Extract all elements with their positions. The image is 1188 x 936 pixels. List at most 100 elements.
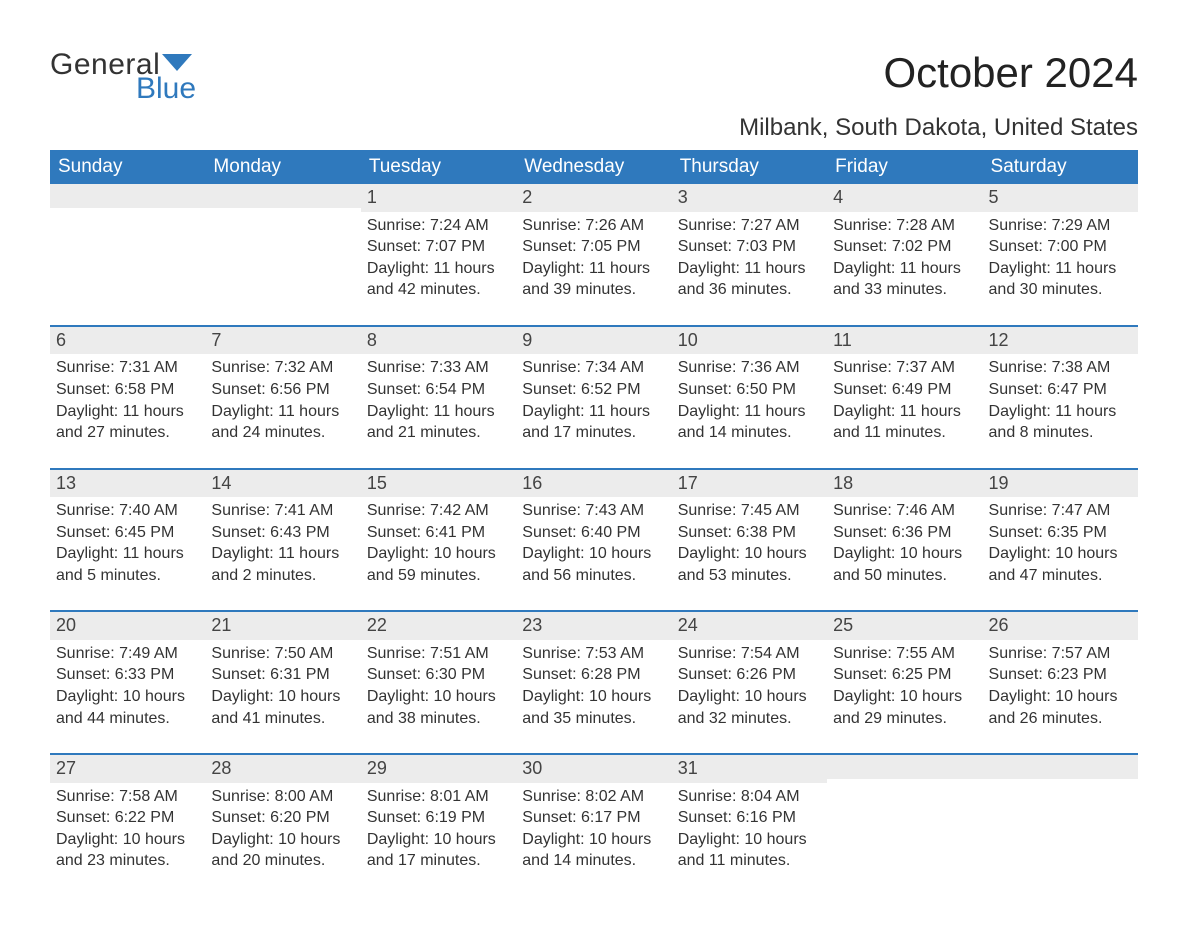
daylight-line: Daylight: 11 hours and 33 minutes. — [833, 258, 976, 301]
calendar-day-cell: 7Sunrise: 7:32 AMSunset: 6:56 PMDaylight… — [205, 326, 360, 469]
day-number: 14 — [205, 470, 360, 497]
sunset-line: Sunset: 6:25 PM — [833, 664, 976, 686]
day-body: Sunrise: 8:04 AMSunset: 6:16 PMDaylight:… — [672, 783, 827, 896]
daylight-line: Daylight: 10 hours and 50 minutes. — [833, 543, 976, 586]
calendar-day-cell: 11Sunrise: 7:37 AMSunset: 6:49 PMDayligh… — [827, 326, 982, 469]
day-number: 30 — [516, 755, 671, 782]
day-body: Sunrise: 7:55 AMSunset: 6:25 PMDaylight:… — [827, 640, 982, 753]
day-number: 12 — [983, 327, 1138, 354]
day-number: 19 — [983, 470, 1138, 497]
day-body: Sunrise: 8:01 AMSunset: 6:19 PMDaylight:… — [361, 783, 516, 896]
day-number: 21 — [205, 612, 360, 639]
weekday-header: Friday — [827, 150, 982, 184]
daylight-line: Daylight: 10 hours and 44 minutes. — [56, 686, 199, 729]
day-number: 24 — [672, 612, 827, 639]
sunset-line: Sunset: 6:47 PM — [989, 379, 1132, 401]
calendar-day-cell: 15Sunrise: 7:42 AMSunset: 6:41 PMDayligh… — [361, 469, 516, 612]
sunrise-line: Sunrise: 7:47 AM — [989, 500, 1132, 522]
calendar-day-cell: 20Sunrise: 7:49 AMSunset: 6:33 PMDayligh… — [50, 611, 205, 754]
day-body: Sunrise: 7:24 AMSunset: 7:07 PMDaylight:… — [361, 212, 516, 325]
sunrise-line: Sunrise: 7:28 AM — [833, 215, 976, 237]
calendar-day-cell: 13Sunrise: 7:40 AMSunset: 6:45 PMDayligh… — [50, 469, 205, 612]
daylight-line: Daylight: 11 hours and 17 minutes. — [522, 401, 665, 444]
daylight-line: Daylight: 10 hours and 17 minutes. — [367, 829, 510, 872]
location-subtitle: Milbank, South Dakota, United States — [739, 114, 1138, 142]
day-number: 27 — [50, 755, 205, 782]
day-body: Sunrise: 7:53 AMSunset: 6:28 PMDaylight:… — [516, 640, 671, 753]
day-body: Sunrise: 7:57 AMSunset: 6:23 PMDaylight:… — [983, 640, 1138, 753]
daylight-line: Daylight: 11 hours and 30 minutes. — [989, 258, 1132, 301]
sunrise-line: Sunrise: 7:27 AM — [678, 215, 821, 237]
calendar-day-cell: 6Sunrise: 7:31 AMSunset: 6:58 PMDaylight… — [50, 326, 205, 469]
sunrise-line: Sunrise: 7:58 AM — [56, 786, 199, 808]
day-body: Sunrise: 7:38 AMSunset: 6:47 PMDaylight:… — [983, 354, 1138, 467]
daylight-line: Daylight: 10 hours and 41 minutes. — [211, 686, 354, 729]
sunrise-line: Sunrise: 8:01 AM — [367, 786, 510, 808]
sunrise-line: Sunrise: 7:49 AM — [56, 643, 199, 665]
sunset-line: Sunset: 6:41 PM — [367, 522, 510, 544]
calendar-day-cell: 29Sunrise: 8:01 AMSunset: 6:19 PMDayligh… — [361, 754, 516, 896]
day-number: 23 — [516, 612, 671, 639]
weekday-header: Sunday — [50, 150, 205, 184]
calendar-day-cell: 3Sunrise: 7:27 AMSunset: 7:03 PMDaylight… — [672, 184, 827, 326]
day-body-empty — [983, 779, 1138, 891]
sunrise-line: Sunrise: 8:00 AM — [211, 786, 354, 808]
daylight-line: Daylight: 11 hours and 14 minutes. — [678, 401, 821, 444]
sunset-line: Sunset: 6:52 PM — [522, 379, 665, 401]
day-number: 20 — [50, 612, 205, 639]
sunrise-line: Sunrise: 7:43 AM — [522, 500, 665, 522]
day-number-empty — [50, 184, 205, 208]
calendar-day-cell: 2Sunrise: 7:26 AMSunset: 7:05 PMDaylight… — [516, 184, 671, 326]
day-number: 13 — [50, 470, 205, 497]
calendar-day-cell: 30Sunrise: 8:02 AMSunset: 6:17 PMDayligh… — [516, 754, 671, 896]
calendar-day-cell: 25Sunrise: 7:55 AMSunset: 6:25 PMDayligh… — [827, 611, 982, 754]
day-number: 31 — [672, 755, 827, 782]
sunrise-line: Sunrise: 7:40 AM — [56, 500, 199, 522]
daylight-line: Daylight: 10 hours and 59 minutes. — [367, 543, 510, 586]
day-body: Sunrise: 7:28 AMSunset: 7:02 PMDaylight:… — [827, 212, 982, 325]
day-body: Sunrise: 7:51 AMSunset: 6:30 PMDaylight:… — [361, 640, 516, 753]
calendar-day-cell: 1Sunrise: 7:24 AMSunset: 7:07 PMDaylight… — [361, 184, 516, 326]
calendar-day-cell: 17Sunrise: 7:45 AMSunset: 6:38 PMDayligh… — [672, 469, 827, 612]
weekday-header-row: Sunday Monday Tuesday Wednesday Thursday… — [50, 150, 1138, 184]
calendar-day-cell: 27Sunrise: 7:58 AMSunset: 6:22 PMDayligh… — [50, 754, 205, 896]
calendar-day-cell — [983, 754, 1138, 896]
daylight-line: Daylight: 10 hours and 56 minutes. — [522, 543, 665, 586]
daylight-line: Daylight: 11 hours and 27 minutes. — [56, 401, 199, 444]
sunset-line: Sunset: 6:45 PM — [56, 522, 199, 544]
sunset-line: Sunset: 6:50 PM — [678, 379, 821, 401]
sunrise-line: Sunrise: 7:34 AM — [522, 357, 665, 379]
day-number: 6 — [50, 327, 205, 354]
calendar-week-row: 27Sunrise: 7:58 AMSunset: 6:22 PMDayligh… — [50, 754, 1138, 896]
sunrise-line: Sunrise: 7:38 AM — [989, 357, 1132, 379]
sunrise-line: Sunrise: 7:55 AM — [833, 643, 976, 665]
sunrise-line: Sunrise: 7:50 AM — [211, 643, 354, 665]
calendar-day-cell: 5Sunrise: 7:29 AMSunset: 7:00 PMDaylight… — [983, 184, 1138, 326]
day-number-empty — [205, 184, 360, 208]
weekday-header: Thursday — [672, 150, 827, 184]
day-body: Sunrise: 8:00 AMSunset: 6:20 PMDaylight:… — [205, 783, 360, 896]
day-body: Sunrise: 7:47 AMSunset: 6:35 PMDaylight:… — [983, 497, 1138, 610]
sunrise-line: Sunrise: 7:33 AM — [367, 357, 510, 379]
sunset-line: Sunset: 6:20 PM — [211, 807, 354, 829]
day-number: 7 — [205, 327, 360, 354]
day-body: Sunrise: 7:40 AMSunset: 6:45 PMDaylight:… — [50, 497, 205, 610]
sunset-line: Sunset: 6:17 PM — [522, 807, 665, 829]
calendar-day-cell: 12Sunrise: 7:38 AMSunset: 6:47 PMDayligh… — [983, 326, 1138, 469]
sunset-line: Sunset: 6:30 PM — [367, 664, 510, 686]
sunset-line: Sunset: 6:43 PM — [211, 522, 354, 544]
daylight-line: Daylight: 11 hours and 11 minutes. — [833, 401, 976, 444]
daylight-line: Daylight: 10 hours and 11 minutes. — [678, 829, 821, 872]
page-header: General Blue October 2024 Milbank, South… — [50, 50, 1138, 142]
day-number: 5 — [983, 184, 1138, 211]
day-number: 9 — [516, 327, 671, 354]
day-body: Sunrise: 7:31 AMSunset: 6:58 PMDaylight:… — [50, 354, 205, 467]
daylight-line: Daylight: 10 hours and 38 minutes. — [367, 686, 510, 729]
day-number: 10 — [672, 327, 827, 354]
daylight-line: Daylight: 10 hours and 47 minutes. — [989, 543, 1132, 586]
day-number: 29 — [361, 755, 516, 782]
day-body: Sunrise: 7:54 AMSunset: 6:26 PMDaylight:… — [672, 640, 827, 753]
day-body: Sunrise: 7:33 AMSunset: 6:54 PMDaylight:… — [361, 354, 516, 467]
calendar-day-cell: 28Sunrise: 8:00 AMSunset: 6:20 PMDayligh… — [205, 754, 360, 896]
calendar-day-cell: 19Sunrise: 7:47 AMSunset: 6:35 PMDayligh… — [983, 469, 1138, 612]
